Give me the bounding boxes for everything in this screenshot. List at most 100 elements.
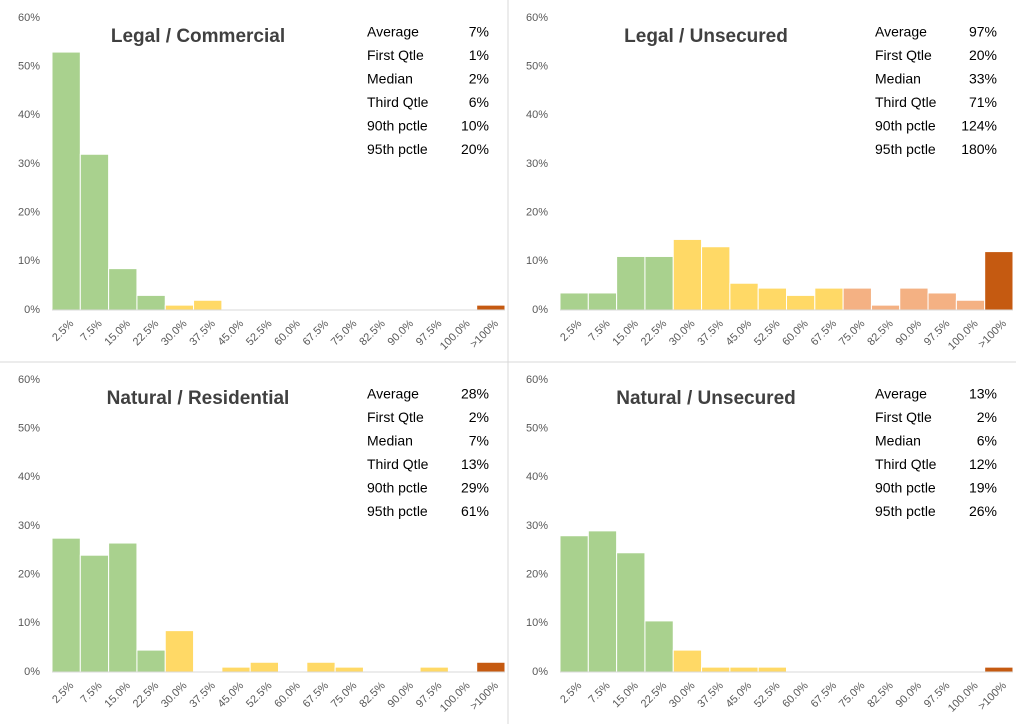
stat-value: 13% xyxy=(969,386,997,402)
x-tick-label: 90.0% xyxy=(894,318,925,349)
y-tick-label: 40% xyxy=(526,109,548,121)
x-tick-label: 82.5% xyxy=(865,318,896,349)
stat-label: Average xyxy=(875,386,927,402)
x-tick-label: 52.5% xyxy=(752,680,783,711)
y-tick-label: 60% xyxy=(18,374,40,386)
x-tick-label: 37.5% xyxy=(187,680,218,711)
bar xyxy=(616,255,646,311)
y-tick-label: 10% xyxy=(526,255,548,267)
y-tick-label: 20% xyxy=(18,569,40,581)
bar xyxy=(955,299,986,311)
x-tick-label: 90.0% xyxy=(894,680,925,711)
bar xyxy=(164,630,195,673)
stat-label: Third Qtle xyxy=(367,94,429,110)
x-tick-label: 75.0% xyxy=(329,318,360,349)
x-tick-label: >100% xyxy=(468,680,501,713)
x-tick-label: 67.5% xyxy=(809,318,840,349)
stat-value: 2% xyxy=(469,71,489,87)
x-tick-label: 22.5% xyxy=(131,318,162,349)
stat-value: 2% xyxy=(977,409,997,425)
y-tick-label: 20% xyxy=(18,207,40,219)
stat-value: 6% xyxy=(977,433,997,449)
stat-value: 6% xyxy=(469,94,489,110)
stat-label: 95th pctle xyxy=(875,141,936,157)
stat-label: First Qtle xyxy=(875,409,932,425)
bar xyxy=(79,554,110,673)
bar xyxy=(672,238,703,311)
stat-value: 26% xyxy=(969,503,997,519)
x-tick-label: 75.0% xyxy=(837,318,868,349)
bar xyxy=(701,666,731,673)
bar xyxy=(757,287,787,311)
y-tick-label: 30% xyxy=(526,520,548,532)
y-tick-label: 40% xyxy=(18,471,40,483)
y-tick-label: 0% xyxy=(24,666,40,678)
x-tick-label: 7.5% xyxy=(78,680,104,706)
x-tick-label: 45.0% xyxy=(216,680,247,711)
stat-label: 90th pctle xyxy=(367,118,428,134)
x-tick-label: 67.5% xyxy=(301,680,332,711)
x-tick-label: 45.0% xyxy=(216,318,247,349)
x-tick-label: 22.5% xyxy=(639,318,670,349)
x-tick-label: 82.5% xyxy=(357,318,388,349)
stat-value: 33% xyxy=(969,71,997,87)
bar xyxy=(786,294,816,311)
y-tick-label: 10% xyxy=(526,617,548,629)
x-tick-label: 45.0% xyxy=(724,318,755,349)
y-tick-label: 50% xyxy=(526,423,548,435)
bar xyxy=(842,287,872,311)
x-tick-label: 82.5% xyxy=(865,680,896,711)
x-tick-label: 37.5% xyxy=(695,318,726,349)
x-tick-label: 52.5% xyxy=(244,318,275,349)
bar xyxy=(221,666,251,673)
stat-value: 180% xyxy=(961,141,997,157)
stat-label: First Qtle xyxy=(367,409,424,425)
x-tick-label: 15.0% xyxy=(102,680,133,711)
stat-label: 95th pctle xyxy=(367,141,428,157)
x-tick-label: 90.0% xyxy=(386,680,417,711)
x-tick-label: 75.0% xyxy=(329,680,360,711)
bar xyxy=(984,251,1014,311)
bar xyxy=(476,661,506,673)
y-tick-label: 0% xyxy=(24,304,40,316)
stat-value: 124% xyxy=(961,118,997,134)
stat-label: 90th pctle xyxy=(367,480,428,496)
bar xyxy=(136,649,166,673)
stat-value: 71% xyxy=(969,94,997,110)
x-tick-label: 60.0% xyxy=(272,318,303,349)
stat-value: 12% xyxy=(969,456,997,472)
stat-label: 90th pctle xyxy=(875,118,936,134)
stat-value: 20% xyxy=(969,47,997,63)
stat-label: Median xyxy=(367,71,413,87)
y-tick-label: 20% xyxy=(526,207,548,219)
bar xyxy=(587,530,618,673)
bar xyxy=(984,666,1014,673)
x-tick-label: >100% xyxy=(468,318,501,351)
stat-label: Median xyxy=(367,433,413,449)
stat-value: 61% xyxy=(461,503,489,519)
x-tick-label: 2.5% xyxy=(558,680,584,706)
bar xyxy=(164,304,195,311)
stat-label: 95th pctle xyxy=(875,503,936,519)
stat-label: Third Qtle xyxy=(367,456,429,472)
x-tick-label: 22.5% xyxy=(131,680,162,711)
chart-title: Legal / Unsecured xyxy=(624,26,788,47)
y-tick-label: 10% xyxy=(18,255,40,267)
x-tick-label: 15.0% xyxy=(610,680,641,711)
stat-value: 7% xyxy=(469,433,489,449)
x-tick-label: 52.5% xyxy=(244,680,275,711)
bar xyxy=(559,535,589,673)
x-tick-label: 67.5% xyxy=(301,318,332,349)
bar xyxy=(757,666,787,673)
x-tick-label: 7.5% xyxy=(586,680,612,706)
bar xyxy=(814,287,844,311)
bar xyxy=(108,542,138,673)
bar xyxy=(559,292,589,311)
stat-value: 19% xyxy=(969,480,997,496)
bar xyxy=(899,287,929,311)
y-tick-label: 30% xyxy=(18,158,40,170)
chart-title: Natural / Residential xyxy=(107,388,290,409)
x-tick-label: 30.0% xyxy=(159,318,190,349)
y-tick-label: 60% xyxy=(526,12,548,24)
